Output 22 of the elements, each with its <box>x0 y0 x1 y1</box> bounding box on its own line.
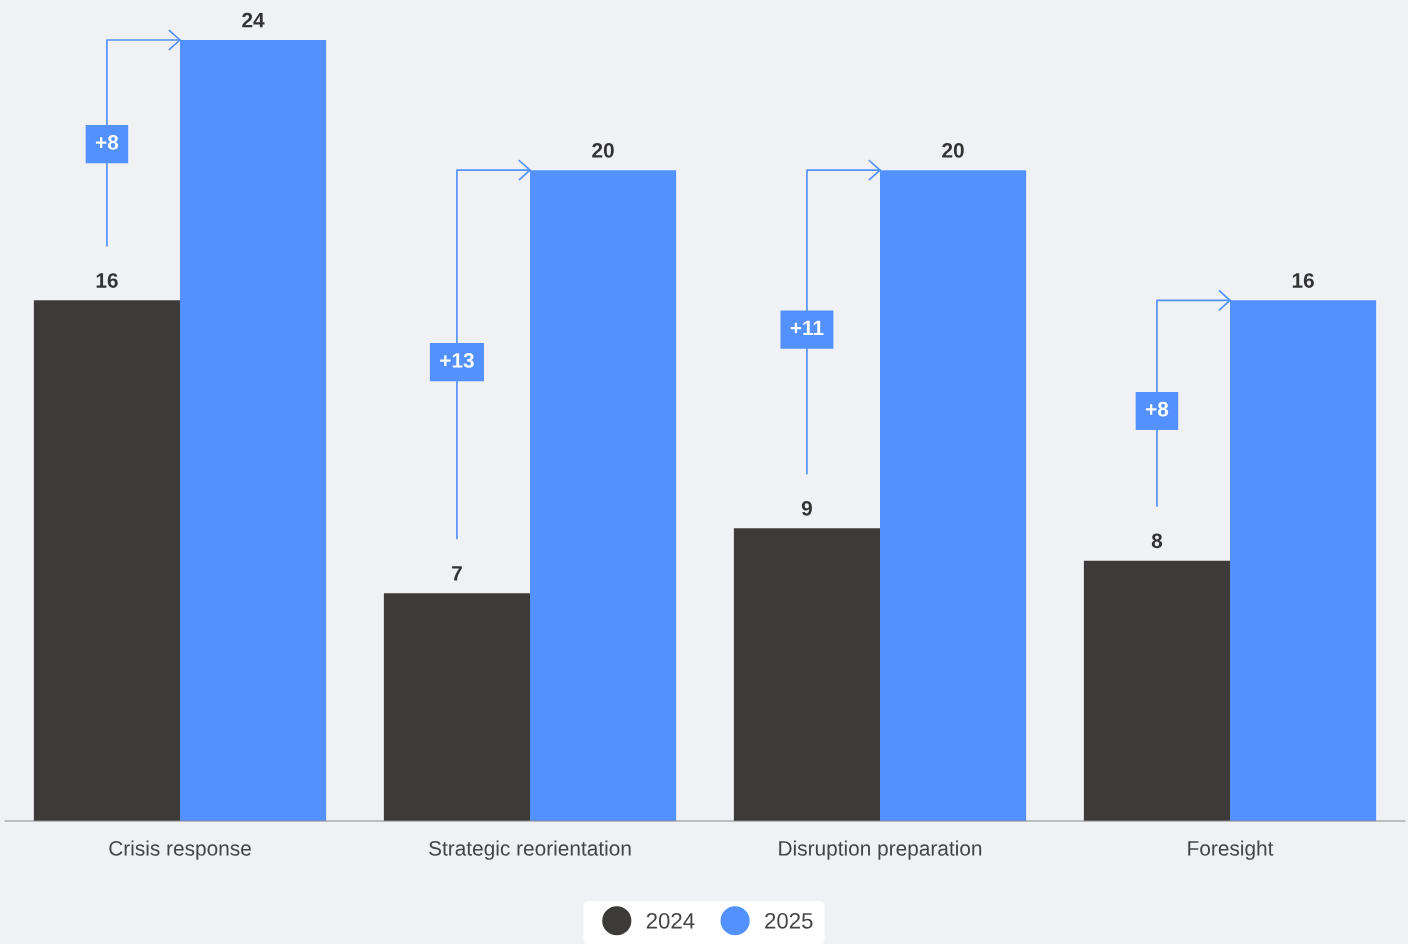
data-label: 20 <box>942 142 964 158</box>
annotation: +13 <box>440 353 474 368</box>
annotation: +8 <box>1145 401 1169 417</box>
legend-label: 2024 <box>646 912 695 929</box>
x-tick-label: Foresight <box>1188 840 1274 860</box>
x-tick-label: Disruption preparation <box>779 840 982 860</box>
annotation: +8 <box>95 134 119 150</box>
data-label: 20 <box>592 142 614 158</box>
data-label: 8 <box>1151 533 1163 549</box>
x-tick-label: Crisis response <box>109 840 251 860</box>
x-tick-label: Strategic reorientation <box>429 840 631 860</box>
data-label: 24 <box>242 12 265 28</box>
bar <box>1083 560 1230 821</box>
data-label: 9 <box>801 500 812 516</box>
data-label: 16 <box>1292 273 1314 288</box>
data-label: 7 <box>452 566 462 581</box>
data-label: 16 <box>96 273 118 288</box>
bar <box>383 593 530 821</box>
bar <box>733 528 880 821</box>
legend-label: 2025 <box>765 912 813 929</box>
annotation: +11 <box>790 320 824 336</box>
bar <box>33 300 180 821</box>
